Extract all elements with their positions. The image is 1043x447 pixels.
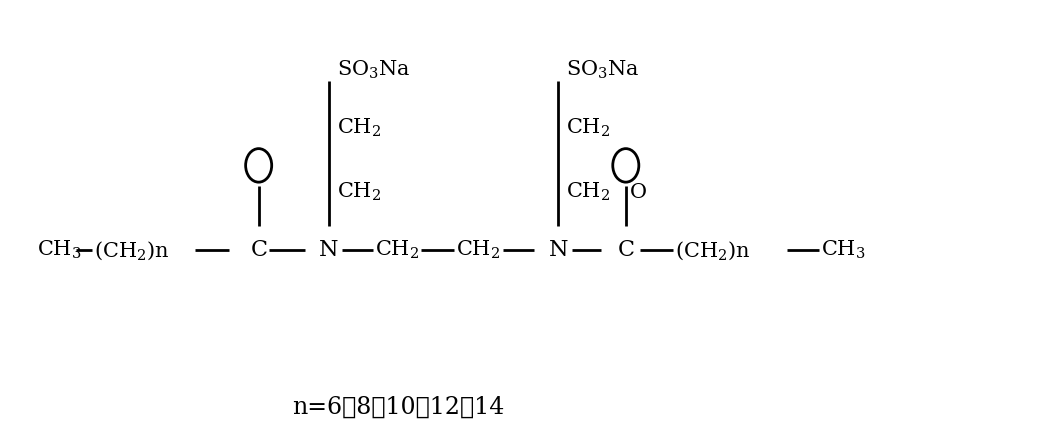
Text: $\mathregular{N}$: $\mathregular{N}$ [548,239,568,261]
Text: $\mathregular{(CH_2)n}$: $\mathregular{(CH_2)n}$ [675,239,750,261]
Text: $\mathregular{O}$: $\mathregular{O}$ [629,183,647,202]
Text: $\mathregular{CH_2}$: $\mathregular{CH_2}$ [337,117,381,139]
Text: n=6、8、10、12、14: n=6、8、10、12、14 [292,395,505,418]
Text: $\mathregular{CH_2}$: $\mathregular{CH_2}$ [375,239,419,261]
Text: $\mathregular{C}$: $\mathregular{C}$ [617,239,634,261]
Text: $\mathregular{(CH_2)n}$: $\mathregular{(CH_2)n}$ [94,239,169,261]
Text: $\mathregular{SO_3Na}$: $\mathregular{SO_3Na}$ [566,59,639,81]
Text: $\mathregular{CH_3}$: $\mathregular{CH_3}$ [37,239,81,261]
Text: $\mathregular{CH_2}$: $\mathregular{CH_2}$ [566,181,610,203]
Text: $\mathregular{SO_3Na}$: $\mathregular{SO_3Na}$ [337,59,410,81]
Text: $\mathregular{CH_3}$: $\mathregular{CH_3}$ [821,239,866,261]
Text: $\mathregular{CH_2}$: $\mathregular{CH_2}$ [566,117,610,139]
Text: $\mathregular{CH_2}$: $\mathregular{CH_2}$ [337,181,381,203]
Text: $\mathregular{C}$: $\mathregular{C}$ [250,239,267,261]
Text: $\mathregular{N}$: $\mathregular{N}$ [318,239,339,261]
Text: $\mathregular{CH_2}$: $\mathregular{CH_2}$ [456,239,500,261]
